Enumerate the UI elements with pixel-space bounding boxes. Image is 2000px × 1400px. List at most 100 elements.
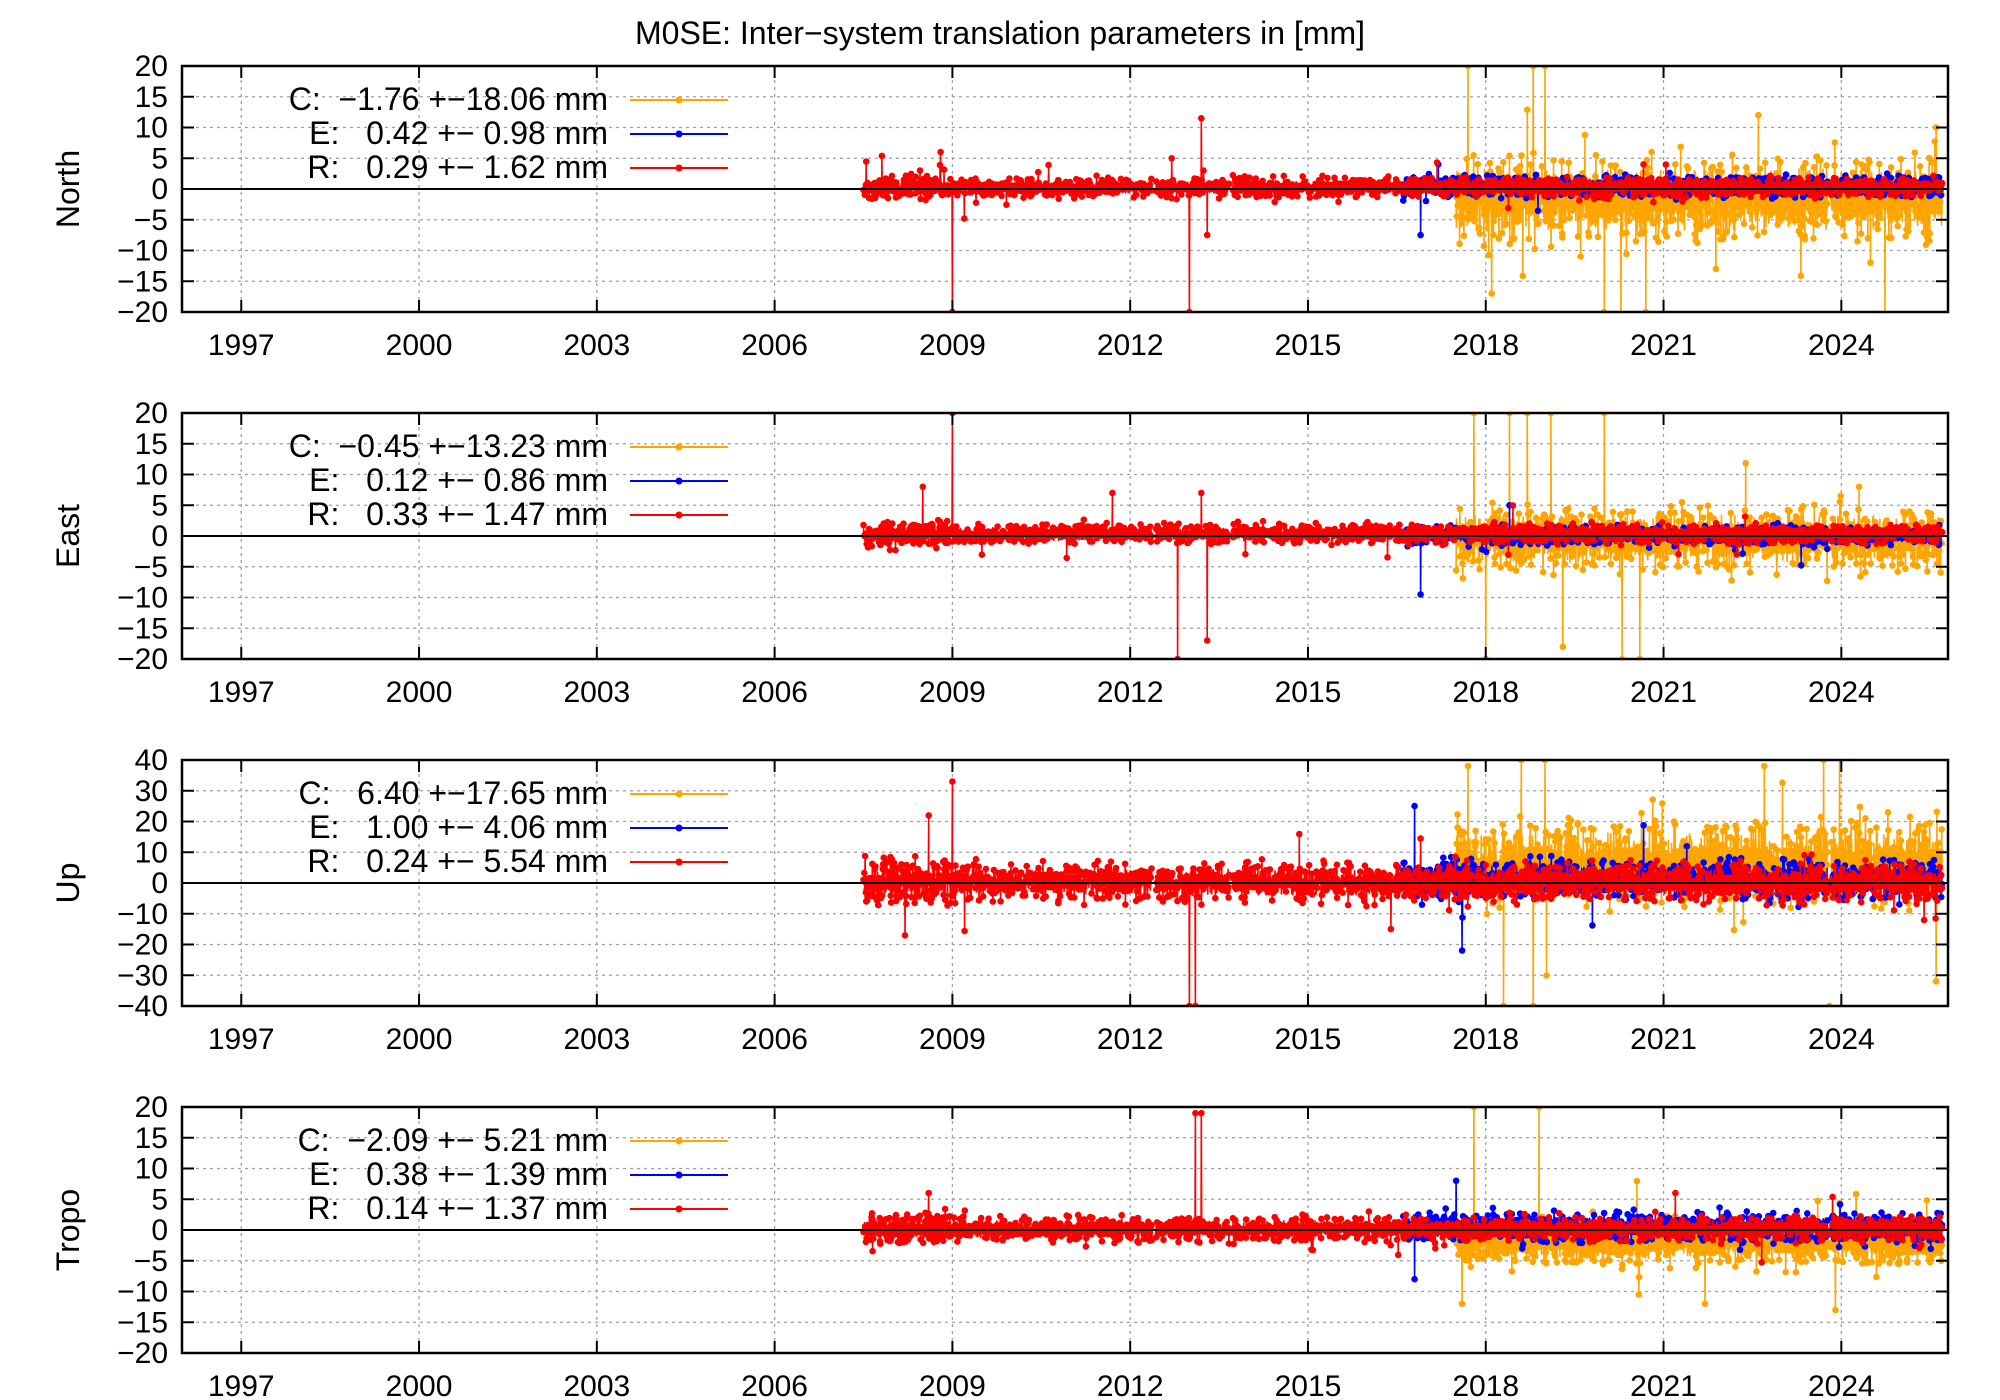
data-point: [1590, 195, 1598, 203]
data-point: [1888, 210, 1896, 218]
data-point: [1473, 192, 1481, 200]
data-point: [1836, 516, 1844, 523]
data-point: [1648, 174, 1655, 182]
data-point: [1146, 181, 1154, 188]
data-point: [1666, 169, 1673, 177]
data-point: [1722, 190, 1729, 198]
data-point: [1503, 511, 1510, 519]
data-point: [1547, 555, 1554, 562]
data-point: [1790, 546, 1797, 553]
data-point: [1688, 211, 1695, 219]
data-point: [1879, 562, 1886, 569]
data-point: [1490, 217, 1497, 225]
data-point: [1483, 548, 1490, 556]
data-point: [1604, 205, 1611, 212]
data-point: [1759, 203, 1766, 210]
data-point: [1852, 158, 1860, 166]
data-point: [1269, 173, 1277, 180]
data-point: [1747, 193, 1754, 201]
data-point: [1755, 111, 1762, 119]
data-point: [1548, 204, 1555, 211]
data-point: [1599, 158, 1606, 165]
data-point: [1909, 192, 1917, 199]
data-point: [1470, 152, 1477, 159]
data-point: [1821, 509, 1828, 516]
data-point: [1930, 172, 1937, 180]
data-point: [1780, 211, 1787, 218]
y-tick-label: 5: [151, 142, 168, 175]
data-point: [1855, 219, 1862, 227]
data-point: [1639, 566, 1647, 573]
data-point: [1640, 161, 1647, 168]
data-point: [1463, 195, 1470, 203]
data-point: [1576, 212, 1584, 220]
data-point: [1832, 213, 1839, 220]
data-point: [1866, 159, 1873, 166]
data-point: [1868, 191, 1876, 198]
data-point: [1493, 210, 1501, 218]
legend-marker-c: [675, 96, 683, 104]
data-point: [1006, 175, 1013, 182]
data-point: [1531, 245, 1539, 253]
data-point: [1098, 176, 1106, 184]
data-point: [1089, 538, 1096, 545]
x-tick-label: 2024: [1808, 329, 1875, 362]
data-point: [1643, 196, 1650, 203]
data-point: [1839, 560, 1846, 567]
data-point: [1078, 193, 1086, 200]
data-point: [1198, 115, 1205, 122]
data-point: [1587, 513, 1594, 520]
data-point: [1709, 208, 1717, 215]
data-point: [1503, 560, 1510, 568]
plot-area: [860, 66, 1946, 312]
data-point: [1524, 106, 1531, 113]
data-point: [1913, 562, 1921, 570]
data-point: [1266, 192, 1273, 199]
data-point: [1159, 179, 1166, 186]
data-point: [1221, 190, 1228, 198]
data-point: [1550, 222, 1557, 229]
data-point: [1600, 212, 1607, 219]
data-point: [1549, 210, 1557, 217]
data-point: [1463, 155, 1471, 163]
data-point: [1740, 220, 1748, 228]
data-point: [878, 152, 886, 160]
data-point: [1659, 563, 1667, 571]
data-point: [929, 522, 936, 530]
data-point: [1324, 174, 1331, 182]
data-point: [1732, 204, 1739, 211]
data-point: [1650, 198, 1657, 206]
data-point: [1832, 175, 1839, 182]
data-point: [1452, 567, 1460, 574]
data-point: [1550, 571, 1557, 579]
data-point: [1682, 193, 1690, 201]
data-point: [1476, 566, 1483, 573]
data-point: [1796, 550, 1804, 557]
data-point: [1810, 235, 1817, 242]
data-point: [1883, 517, 1890, 524]
data-point: [1824, 545, 1831, 553]
data-point: [868, 542, 876, 550]
data-point: [1481, 210, 1489, 218]
x-tick-label: 1997: [208, 329, 275, 362]
data-point: [1936, 207, 1943, 215]
data-point: [1887, 541, 1895, 549]
data-point: [1507, 564, 1514, 572]
data-point: [1614, 208, 1621, 215]
data-point: [1809, 189, 1816, 197]
data-point: [1601, 553, 1609, 561]
data-point: [1844, 208, 1851, 215]
data-point: [1319, 172, 1326, 180]
data-point: [1704, 559, 1711, 567]
data-point: [1730, 562, 1738, 569]
data-point: [1810, 164, 1818, 171]
data-point: [1301, 178, 1309, 185]
data-point: [1512, 567, 1520, 574]
data-point: [1864, 518, 1871, 525]
data-point: [1849, 169, 1857, 177]
data-point: [1520, 556, 1528, 564]
data-point: [1275, 193, 1282, 201]
data-point: [936, 161, 944, 169]
data-point: [1864, 551, 1872, 558]
data-point: [1428, 174, 1435, 182]
